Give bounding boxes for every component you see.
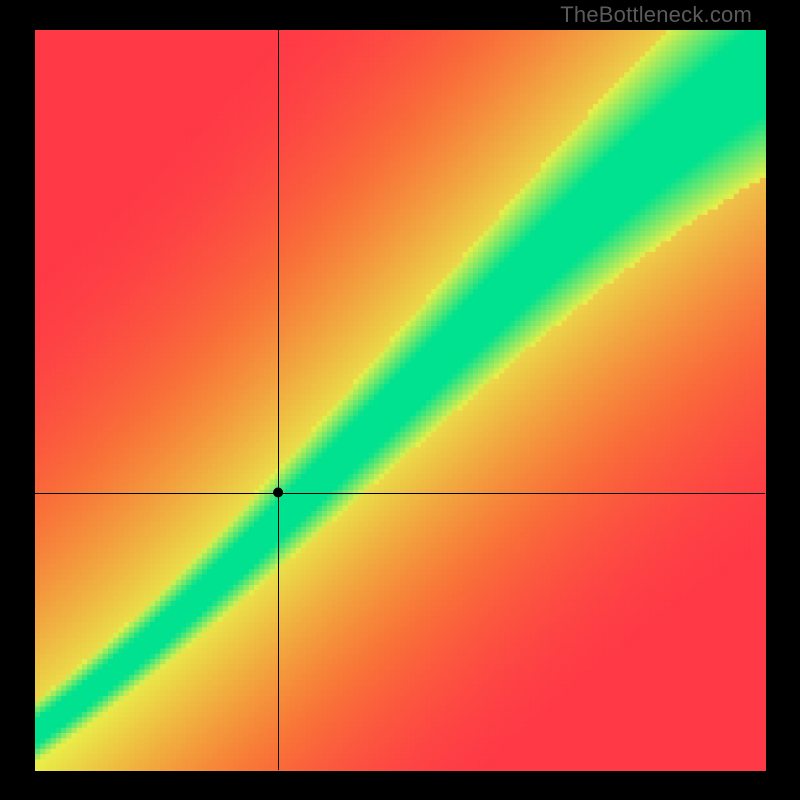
- bottleneck-heatmap: [0, 0, 800, 800]
